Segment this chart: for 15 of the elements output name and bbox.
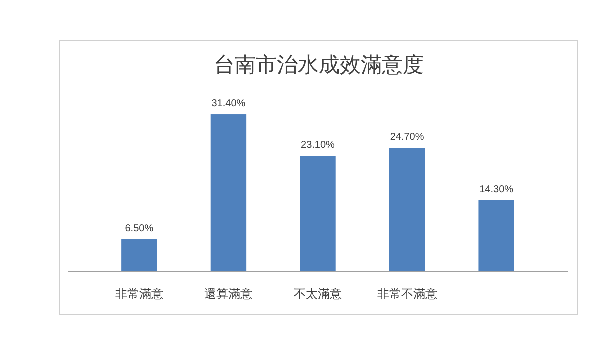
data-label: 6.50% (125, 223, 154, 234)
x-tick-label: 非常滿意 (115, 287, 164, 301)
x-tick-label: 不太滿意 (294, 287, 342, 301)
data-label: 23.10% (301, 140, 336, 152)
bar (122, 239, 158, 272)
x-tick-label: 還算滿意 (204, 287, 253, 301)
data-label: 24.70% (390, 132, 424, 144)
bar (210, 114, 247, 272)
data-label: 31.40% (212, 98, 246, 110)
chart-title: 台南市治水成效滿意度 (214, 53, 424, 77)
bar (478, 200, 514, 272)
x-tick-label: 非常不滿意 (377, 287, 438, 301)
data-label: 14.30% (480, 184, 514, 196)
bar (300, 156, 336, 272)
bar (389, 148, 426, 272)
